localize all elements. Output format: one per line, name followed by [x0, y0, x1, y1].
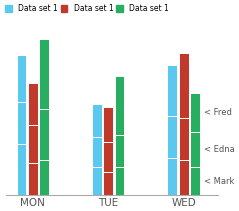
Bar: [114, 167, 125, 195]
Bar: [28, 83, 38, 125]
Bar: [92, 137, 102, 167]
Bar: [190, 132, 200, 167]
Bar: [103, 142, 113, 172]
Text: < Mark: < Mark: [204, 177, 234, 186]
Bar: [16, 55, 26, 102]
Bar: [114, 135, 125, 167]
Bar: [28, 163, 38, 195]
Legend: Data set 1, Data set 1, Data set 1: Data set 1, Data set 1, Data set 1: [2, 1, 172, 16]
Bar: [92, 167, 102, 195]
Bar: [168, 158, 177, 195]
Bar: [179, 53, 189, 118]
Text: < Edna: < Edna: [204, 145, 234, 154]
Bar: [179, 160, 189, 195]
Bar: [114, 76, 125, 135]
Bar: [28, 125, 38, 163]
Bar: [168, 116, 177, 158]
Bar: [92, 104, 102, 137]
Bar: [39, 39, 49, 109]
Text: < Fred: < Fred: [204, 108, 232, 117]
Bar: [16, 102, 26, 144]
Bar: [103, 107, 113, 142]
Bar: [168, 65, 177, 116]
Bar: [190, 93, 200, 132]
Bar: [103, 172, 113, 195]
Bar: [179, 118, 189, 160]
Bar: [16, 144, 26, 195]
Bar: [39, 160, 49, 195]
Bar: [39, 109, 49, 160]
Bar: [190, 167, 200, 195]
